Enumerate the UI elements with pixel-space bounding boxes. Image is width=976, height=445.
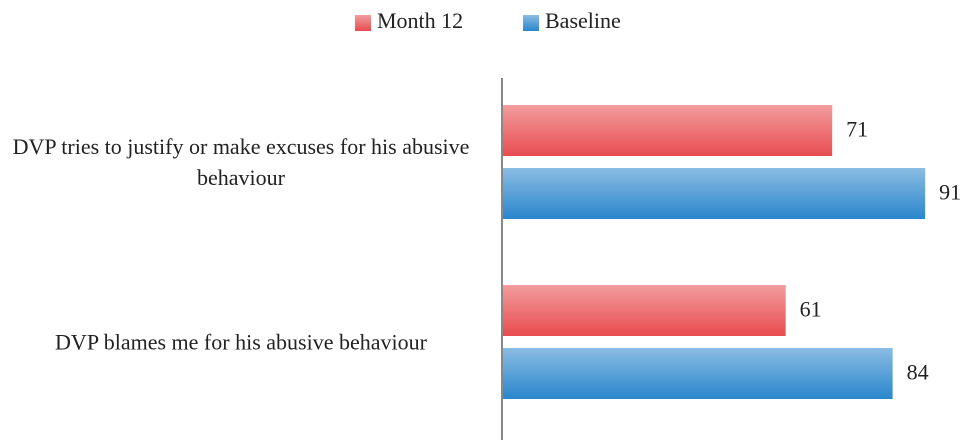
bar-shine [502, 105, 833, 156]
bar-shine [502, 168, 926, 219]
bar-shine [502, 285, 786, 336]
data-label: 71 [846, 117, 868, 142]
category-label: DVP blames me for his abusive behaviour [55, 329, 427, 355]
bar-shine [502, 348, 893, 399]
category-label: DVP tries to justify or make excuses for… [12, 134, 470, 190]
data-label: 61 [800, 297, 822, 322]
data-label: 91 [939, 180, 961, 205]
data-label: 84 [907, 360, 929, 385]
legend-label: Baseline [545, 8, 621, 33]
legend-label: Month 12 [377, 8, 463, 33]
legend-swatch-shine [355, 15, 371, 31]
legend-swatch-shine [523, 15, 539, 31]
